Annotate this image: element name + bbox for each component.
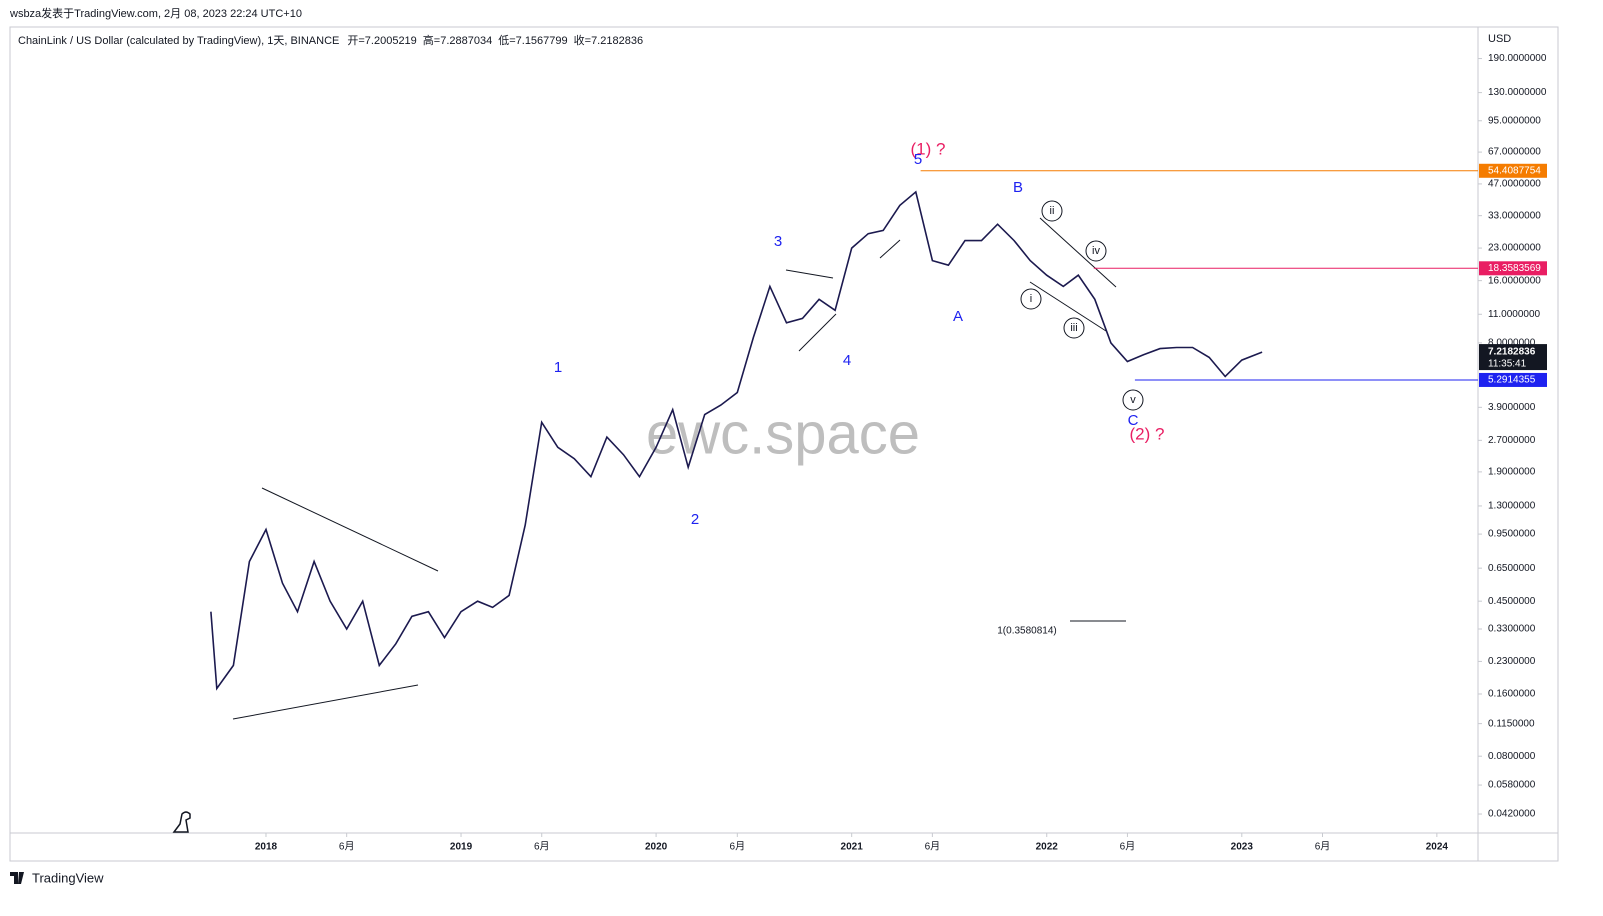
trend-drawings xyxy=(232,217,1126,720)
x-tick-label: 6月 xyxy=(730,841,746,853)
y-tick-label: 16.0000000 xyxy=(1488,275,1541,286)
trendline xyxy=(261,487,439,572)
x-tick-label: 6月 xyxy=(1315,841,1331,853)
x-tick-label: 2020 xyxy=(645,842,668,853)
y-tick-label: 3.9000000 xyxy=(1488,402,1536,413)
y-tick-label: 2.7000000 xyxy=(1488,435,1536,446)
x-tick-label: 2024 xyxy=(1426,842,1449,853)
wave-label: i xyxy=(1030,293,1032,305)
y-tick-label: 1.3000000 xyxy=(1488,501,1536,512)
currency: USD xyxy=(1488,33,1511,45)
wave-label: ii xyxy=(1050,205,1055,217)
trendline xyxy=(1039,217,1117,288)
y-tick-label: 95.0000000 xyxy=(1488,115,1541,126)
symbol-legend: ChainLink / US Dollar (calculated by Tra… xyxy=(18,33,643,47)
author-line: wsbza发表于TradingView.com, 2月 08, 2023 22:… xyxy=(9,6,302,20)
y-tick-label: 0.1600000 xyxy=(1488,689,1536,700)
wave-label: v xyxy=(1130,394,1136,406)
wave-circle xyxy=(1122,389,1144,411)
wave-circle xyxy=(1041,200,1063,222)
symbol: ChainLink / US Dollar (calculated by Tra… xyxy=(18,35,339,47)
y-tick-label: 0.0580000 xyxy=(1488,780,1536,791)
wave-label: A xyxy=(953,308,963,325)
wave-label: 5 xyxy=(914,151,922,168)
price-line xyxy=(210,190,1263,691)
x-tick-label: 6月 xyxy=(339,841,355,853)
y-tick-label: 0.4500000 xyxy=(1488,596,1536,607)
ohlc-value: 低=7.1567799 xyxy=(498,34,567,47)
y-tick-label: 130.0000000 xyxy=(1488,87,1547,98)
x-tick-label: 6月 xyxy=(925,841,941,853)
y-tick-label: 23.0000000 xyxy=(1488,243,1541,254)
footer-brand: TradingView xyxy=(32,870,104,885)
wave-label: (1) ? xyxy=(911,139,946,158)
frame xyxy=(9,26,1559,862)
dino-icon xyxy=(172,811,191,833)
ohlc-value: 开=7.2005219 xyxy=(347,35,416,47)
price-tag xyxy=(1479,163,1547,178)
ohlc-value: 高=7.2887034 xyxy=(423,33,492,47)
x-tick-label: 2022 xyxy=(1036,842,1059,853)
trendline xyxy=(879,239,901,259)
trendline xyxy=(232,684,419,720)
price-tag xyxy=(1479,372,1547,387)
price-tag-label: 54.4087754 xyxy=(1488,165,1541,176)
wave-circle xyxy=(1085,240,1107,262)
price-tag xyxy=(1479,261,1547,276)
wave-label: iv xyxy=(1092,245,1100,257)
y-tick-label: 8.0000000 xyxy=(1488,337,1536,348)
y-tick-label: 0.1150000 xyxy=(1488,718,1535,729)
y-tick-label: 0.2300000 xyxy=(1488,656,1536,667)
y-tick-label: 33.0000000 xyxy=(1488,210,1541,221)
trendline xyxy=(798,313,837,352)
wave-circle xyxy=(1063,317,1085,339)
y-tick-label: 0.9500000 xyxy=(1488,529,1536,540)
y-tick-label: 67.0000000 xyxy=(1488,147,1541,158)
countdown: 11:35:41 xyxy=(1488,359,1527,370)
y-tick-label: 0.6500000 xyxy=(1488,563,1536,574)
wave-label: C xyxy=(1128,412,1139,429)
wave-label: 2 xyxy=(691,511,699,528)
y-tick-label: 190.0000000 xyxy=(1488,53,1547,64)
y-tick-label: 0.3300000 xyxy=(1488,624,1536,635)
x-tick-label: 2021 xyxy=(841,842,864,853)
x-tick-label: 2023 xyxy=(1231,842,1254,853)
last-price-tag xyxy=(1479,344,1547,371)
last-price-label: 7.2182836 xyxy=(1488,347,1536,358)
wave-circle xyxy=(1020,288,1042,310)
wave-label: B xyxy=(1013,179,1023,196)
y-tick-label: 11.0000000 xyxy=(1488,309,1541,320)
x-tick-label: 2019 xyxy=(450,842,473,853)
wave-label: 1 xyxy=(554,359,562,376)
price-tag-label: 5.2914355 xyxy=(1488,375,1536,386)
x-tick-label: 6月 xyxy=(534,841,550,853)
trendline xyxy=(785,269,834,279)
watermark: ewc.space xyxy=(646,401,920,466)
wave-label: 3 xyxy=(774,233,782,250)
y-tick-label: 47.0000000 xyxy=(1488,179,1541,190)
y-tick-label: 1.9000000 xyxy=(1488,467,1536,478)
y-tick-label: 0.0800000 xyxy=(1488,751,1536,762)
wave-label: 1(0.3580814) xyxy=(997,626,1057,637)
trendline xyxy=(1029,281,1107,332)
wave-label: iii xyxy=(1070,322,1077,334)
wave-label: 4 xyxy=(843,352,851,369)
price-tag-label: 18.3583569 xyxy=(1488,263,1541,274)
footer-logo xyxy=(10,872,24,884)
ohlc-value: 收=7.2182836 xyxy=(574,33,643,47)
x-tick-label: 6月 xyxy=(1120,841,1136,853)
wave-label: (2) ? xyxy=(1130,424,1165,443)
x-tick-label: 2018 xyxy=(255,842,278,853)
y-tick-label: 0.0420000 xyxy=(1488,809,1536,820)
